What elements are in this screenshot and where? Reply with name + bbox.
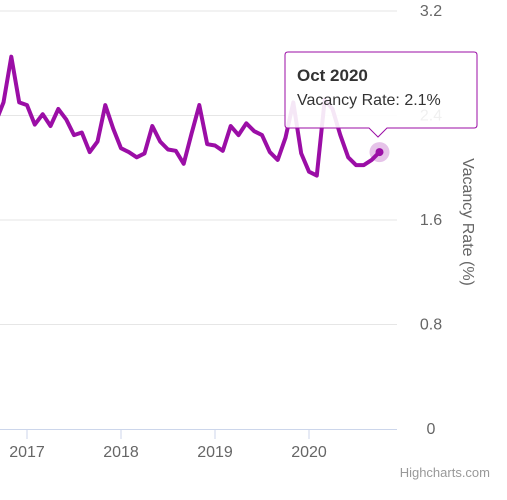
- data-point[interactable]: [174, 149, 178, 153]
- data-point[interactable]: [213, 144, 217, 148]
- data-point[interactable]: [268, 150, 272, 154]
- data-point[interactable]: [72, 133, 76, 137]
- data-point[interactable]: [362, 163, 366, 167]
- y-tick-label: 0.8: [420, 317, 442, 334]
- data-point[interactable]: [276, 158, 280, 162]
- data-point[interactable]: [80, 131, 84, 135]
- data-point[interactable]: [96, 140, 100, 144]
- data-point[interactable]: [158, 140, 162, 144]
- y-tick-label: 3.2: [420, 3, 442, 20]
- data-point[interactable]: [150, 124, 154, 128]
- data-point[interactable]: [9, 55, 13, 59]
- data-point[interactable]: [299, 151, 303, 155]
- data-point[interactable]: [103, 103, 107, 107]
- data-point[interactable]: [33, 123, 37, 127]
- data-point[interactable]: [56, 107, 60, 111]
- data-point[interactable]: [221, 149, 225, 153]
- data-point[interactable]: [88, 150, 92, 154]
- data-point[interactable]: [237, 133, 241, 137]
- data-point[interactable]: [166, 148, 170, 152]
- x-tick-label: 2017: [9, 444, 45, 461]
- data-point[interactable]: [346, 155, 350, 159]
- data-point[interactable]: [119, 146, 123, 150]
- data-point[interactable]: [25, 103, 29, 107]
- data-point[interactable]: [244, 121, 248, 125]
- y-axis-title: Vacancy Rate (%): [459, 158, 476, 286]
- data-point[interactable]: [315, 174, 319, 178]
- credits-link[interactable]: Highcharts.com: [400, 465, 490, 480]
- data-point[interactable]: [252, 129, 256, 133]
- data-point[interactable]: [205, 142, 209, 146]
- x-tick-label: 2018: [103, 444, 139, 461]
- data-point[interactable]: [182, 162, 186, 166]
- data-point[interactable]: [354, 163, 358, 167]
- data-point[interactable]: [143, 151, 147, 155]
- data-point[interactable]: [307, 170, 311, 174]
- data-point[interactable]: [229, 124, 233, 128]
- data-point[interactable]: [111, 127, 115, 131]
- y-tick-label: 1.6: [420, 212, 442, 229]
- series-group[interactable]: [0, 54, 382, 178]
- data-point[interactable]: [41, 112, 45, 116]
- data-point[interactable]: [17, 100, 21, 104]
- data-point[interactable]: [49, 124, 53, 128]
- tooltip-value: 2.1%: [404, 92, 440, 109]
- y-tick-label: 0: [427, 421, 436, 438]
- data-point[interactable]: [64, 117, 68, 121]
- hover-marker: [375, 148, 384, 157]
- data-point[interactable]: [135, 155, 139, 159]
- x-axis: 2017 2018 2019 2020: [0, 429, 397, 461]
- data-point[interactable]: [260, 133, 264, 137]
- data-point[interactable]: [190, 132, 194, 136]
- data-point[interactable]: [338, 133, 342, 137]
- data-point[interactable]: [284, 136, 288, 140]
- data-point[interactable]: [2, 100, 6, 104]
- tooltip: Oct 2020 Vacancy Rate: 2.1%: [284, 51, 478, 138]
- x-tick-label: 2019: [197, 444, 233, 461]
- tooltip-title: Oct 2020: [297, 66, 368, 85]
- series-line[interactable]: [0, 54, 382, 178]
- data-point[interactable]: [197, 103, 201, 107]
- tooltip-line: Vacancy Rate: 2.1%: [297, 92, 441, 109]
- data-point[interactable]: [127, 150, 131, 154]
- x-tick-label: 2020: [291, 444, 327, 461]
- tooltip-box: [284, 51, 478, 138]
- tooltip-series-label: Vacancy Rate: [297, 92, 396, 109]
